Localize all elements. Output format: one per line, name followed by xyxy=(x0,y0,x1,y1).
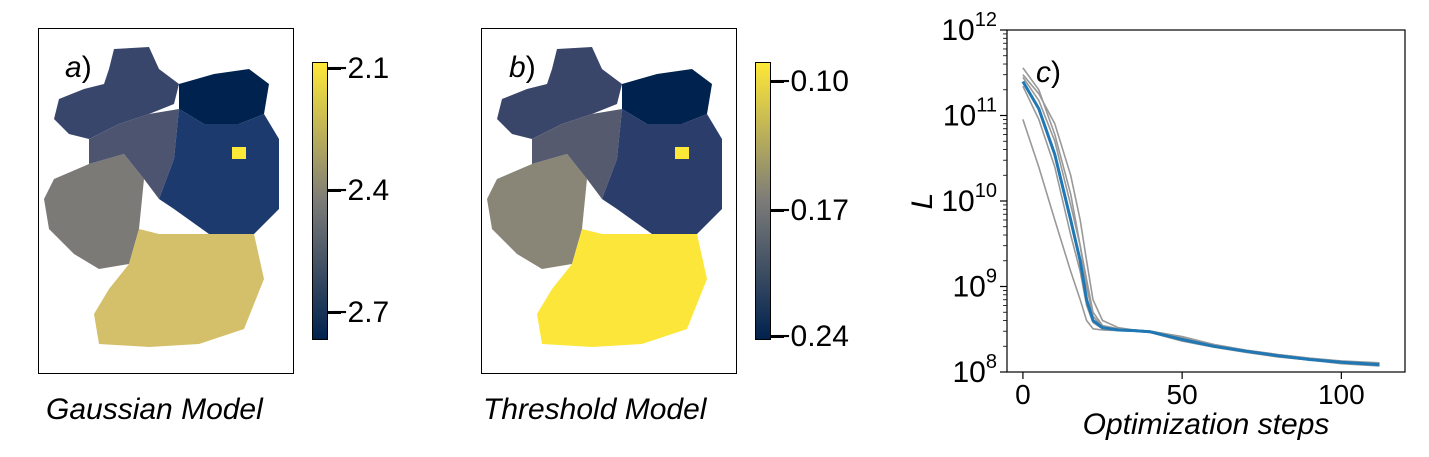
panel-letter-a: a) xyxy=(65,51,92,84)
colorbar-a-tick-2 xyxy=(327,189,341,192)
panel-letter-b: b) xyxy=(509,51,536,84)
y-tick-label: 1011 xyxy=(943,95,997,133)
y-axis-label: L xyxy=(906,193,939,210)
panel-a: a) −2.1 −2.4 −2.7 Gaussian Model xyxy=(0,0,420,457)
germany-map-gaussian xyxy=(44,47,279,347)
y-tick-label: 108 xyxy=(953,351,998,389)
colorbar-b-label-2: −0.17 xyxy=(773,194,849,227)
colorbar-a-label-2: −2.4 xyxy=(330,174,390,207)
y-tick-label: 109 xyxy=(953,266,998,304)
region-northeast xyxy=(622,69,712,124)
panel-b: b) −0.10 −0.17 −0.24 Threshold Model xyxy=(440,0,880,457)
region-south xyxy=(537,229,707,347)
region-berlin xyxy=(232,147,246,159)
region-northeast xyxy=(179,69,269,124)
y-tick-label: 1012 xyxy=(941,9,997,47)
colorbar-b-tick-2 xyxy=(770,209,784,212)
x-axis-label: Optimization steps xyxy=(1083,408,1330,441)
x-tick-label: 50 xyxy=(1167,379,1198,410)
x-tick-label: 0 xyxy=(1015,379,1031,410)
region-west xyxy=(487,154,587,269)
region-center xyxy=(89,109,179,199)
colorbar-b-tick-3 xyxy=(770,335,784,338)
region-berlin xyxy=(675,147,689,159)
series-line-run-5 xyxy=(1022,74,1380,365)
caption-a: Gaussian Model xyxy=(46,393,263,426)
series-line-mean xyxy=(1021,80,1380,367)
colorbar-b-tick-1 xyxy=(770,80,784,83)
region-east xyxy=(602,109,722,234)
x-tick-label: 100 xyxy=(1318,379,1365,410)
colorbar-a-tick-3 xyxy=(327,311,341,314)
map-frame-b: b) xyxy=(481,28,737,374)
colorbar-a-tick-1 xyxy=(327,67,341,70)
panel-letter-c: c) xyxy=(1036,56,1061,89)
region-center xyxy=(532,109,622,199)
region-west xyxy=(44,154,144,269)
colorbar-b-label-3: −0.24 xyxy=(773,320,849,353)
series-line-run-1 xyxy=(1022,67,1380,364)
region-northwest xyxy=(54,47,179,139)
region-east xyxy=(159,109,279,234)
caption-b: Threshold Model xyxy=(483,393,707,426)
germany-map-threshold xyxy=(487,47,722,347)
region-northwest xyxy=(497,47,622,139)
colorbar-b-label-1: −0.10 xyxy=(773,65,849,98)
colorbar-b xyxy=(755,62,771,340)
loss-chart: 0 50 100 108 109 1010 1011 1012 c) Optimization… xyxy=(906,9,1406,441)
colorbar-a-label-3: −2.7 xyxy=(330,296,390,329)
colorbar-a-label-1: −2.1 xyxy=(330,52,390,85)
map-frame-a: a) xyxy=(38,28,294,374)
region-south xyxy=(94,229,264,347)
colorbar-a xyxy=(312,62,328,340)
y-tick-label: 1010 xyxy=(941,180,997,218)
